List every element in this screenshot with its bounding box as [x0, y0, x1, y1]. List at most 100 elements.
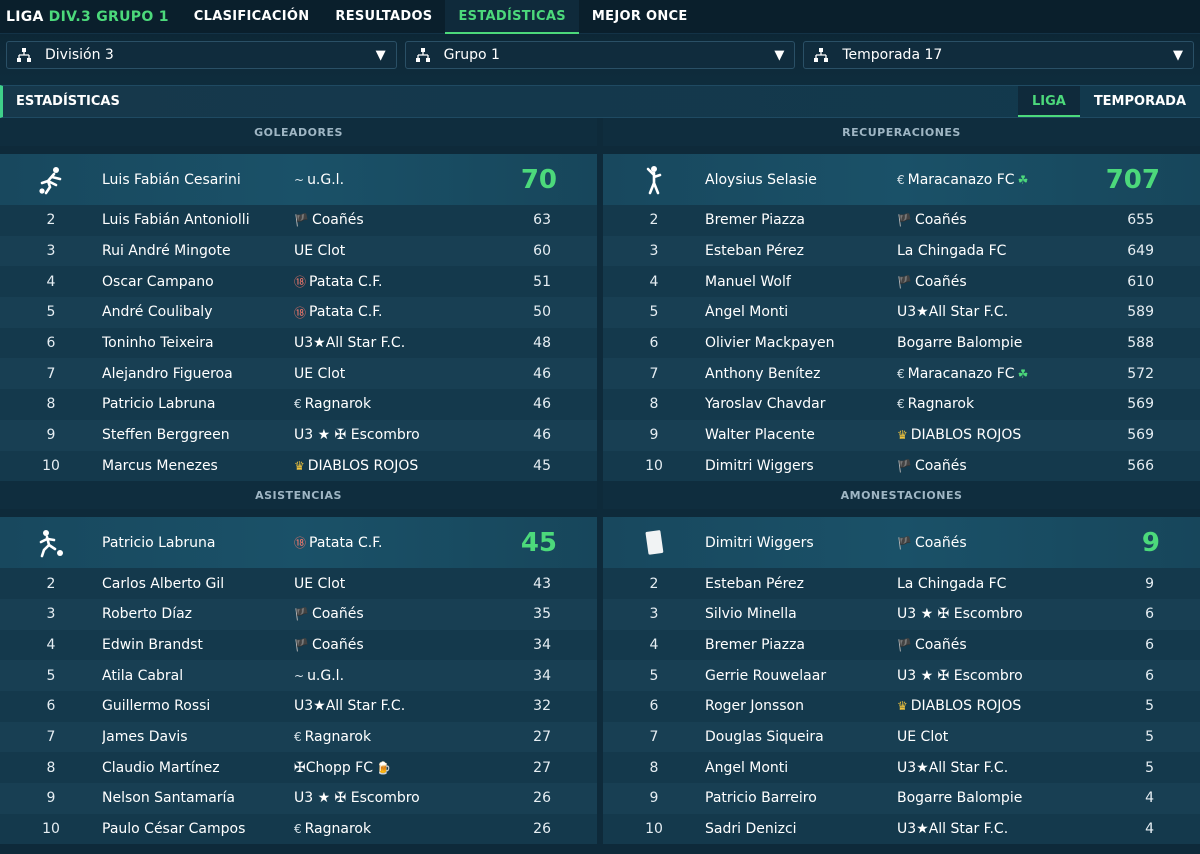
player-name[interactable]: Anthony Benítez: [705, 365, 821, 382]
player-name[interactable]: Patricio Labruna: [102, 396, 216, 413]
season-select[interactable]: Temporada 17 ▼: [803, 41, 1195, 69]
team-name[interactable]: UE Clot: [294, 575, 346, 592]
team-name[interactable]: U3 ★ ✠ Escombro: [294, 790, 420, 807]
player-name[interactable]: Paulo César Campos: [102, 821, 246, 838]
table-row[interactable]: 4 Edwin Brandst 🏴 Coañés 34: [0, 629, 597, 661]
team-name[interactable]: Coañés: [311, 636, 364, 653]
player-name[interactable]: Edwin Brandst: [102, 636, 203, 653]
team-name[interactable]: UE Clot: [294, 365, 346, 382]
table-row[interactable]: 6 Olivier Mackpayen Bogarre Balompie 588: [603, 327, 1200, 359]
table-row[interactable]: 8 Ángel Monti U3★All Star F.C. 5: [603, 752, 1200, 783]
table-row[interactable]: 10 Paulo César Campos € Ragnarok 26: [0, 813, 597, 845]
team-name[interactable]: ✠Chopp FC: [294, 759, 373, 776]
table-row[interactable]: 3 Silvio Minella U3 ★ ✠ Escombro 6: [603, 598, 1200, 630]
table-row[interactable]: 6 Guillermo Rossi U3★All Star F.C. 32: [0, 690, 597, 722]
tab-clasificacion[interactable]: CLASIFICACIÓN: [193, 9, 310, 24]
table-row[interactable]: 10 Sadri Denizci U3★All Star F.C. 4: [603, 813, 1200, 845]
player-name[interactable]: Esteban Pérez: [705, 243, 804, 260]
player-name[interactable]: Luis Fabián Antoniolli: [102, 212, 250, 229]
player-name[interactable]: Patricio Labruna: [102, 534, 216, 551]
player-name[interactable]: Esteban Pérez: [705, 575, 804, 592]
table-row[interactable]: 9 Walter Placente ♛ DIABLOS ROJOS 569: [603, 419, 1200, 451]
team-name[interactable]: Coañés: [311, 212, 364, 229]
player-name[interactable]: Carlos Alberto Gil: [102, 575, 225, 592]
player-name[interactable]: Dimitri Wiggers: [705, 457, 814, 474]
team-name[interactable]: U3★All Star F.C.: [294, 335, 406, 352]
table-row[interactable]: 2 Esteban Pérez La Chingada FC 9: [603, 568, 1200, 599]
team-name[interactable]: U3★All Star F.C.: [294, 698, 406, 715]
table-row[interactable]: 10 Dimitri Wiggers 🏴 Coañés 566: [603, 450, 1200, 482]
player-name[interactable]: Roger Jonsson: [705, 698, 804, 715]
player-name[interactable]: Bremer Piazza: [705, 212, 806, 229]
table-row[interactable]: 5 André Coulibaly ⑱ Patata C.F. 50: [0, 297, 597, 328]
player-name[interactable]: Dimitri Wiggers: [705, 534, 814, 551]
player-name[interactable]: Oscar Campano: [102, 273, 214, 290]
team-name[interactable]: U3★All Star F.C.: [897, 759, 1009, 776]
player-name[interactable]: Luis Fabián Cesarini: [102, 171, 241, 188]
player-name[interactable]: Ángel Monti: [705, 759, 789, 776]
table-row[interactable]: 9 Nelson Santamaría U3 ★ ✠ Escombro 26: [0, 783, 597, 814]
team-name[interactable]: Coañés: [914, 534, 967, 551]
player-name[interactable]: Rui André Mingote: [102, 243, 231, 260]
player-name[interactable]: Guillermo Rossi: [102, 698, 211, 715]
team-name[interactable]: La Chingada FC: [897, 575, 1007, 592]
player-name[interactable]: Silvio Minella: [705, 606, 797, 623]
team-name[interactable]: Patata C.F.: [309, 534, 383, 551]
table-row[interactable]: 2 Luis Fabián Antoniolli 🏴 Coañés 63: [0, 205, 597, 236]
table-row[interactable]: 8 Yaroslav Chavdar € Ragnarok 569: [603, 389, 1200, 420]
table-row[interactable]: 4 Bremer Piazza 🏴 Coañés 6: [603, 629, 1200, 661]
player-name[interactable]: Marcus Menezes: [102, 457, 218, 474]
leader-row[interactable]: Aloysius Selasie € Maracanazo FC ☘ 707: [603, 154, 1200, 205]
player-name[interactable]: André Coulibaly: [102, 304, 213, 321]
table-row[interactable]: 8 Patricio Labruna € Ragnarok 46: [0, 389, 597, 420]
table-row[interactable]: 7 Alejandro Figueroa UE Clot 46: [0, 358, 597, 390]
table-row[interactable]: 5 Ángel Monti U3★All Star F.C. 589: [603, 297, 1200, 328]
team-name[interactable]: DIABLOS ROJOS: [910, 427, 1022, 444]
team-name[interactable]: Maracanazo FC: [907, 365, 1015, 382]
table-row[interactable]: 2 Bremer Piazza 🏴 Coañés 655: [603, 205, 1200, 236]
table-row[interactable]: 10 Marcus Menezes ♛ DIABLOS ROJOS 45: [0, 450, 597, 482]
group-select[interactable]: Grupo 1 ▼: [404, 41, 796, 69]
team-name[interactable]: Patata C.F.: [309, 304, 383, 321]
team-name[interactable]: DIABLOS ROJOS: [307, 457, 419, 474]
team-name[interactable]: Patata C.F.: [309, 273, 383, 290]
team-name[interactable]: u.G.l.: [307, 667, 345, 684]
team-name[interactable]: Bogarre Balompie: [897, 790, 1023, 807]
team-name[interactable]: Ragnarok: [907, 396, 975, 413]
tab-resultados[interactable]: RESULTADOS: [335, 9, 433, 24]
team-name[interactable]: DIABLOS ROJOS: [910, 698, 1022, 715]
team-name[interactable]: Bogarre Balompie: [897, 335, 1023, 352]
player-name[interactable]: Patricio Barreiro: [705, 790, 817, 807]
team-name[interactable]: u.G.l.: [307, 171, 345, 188]
tab-temporada[interactable]: TEMPORADA: [1093, 94, 1186, 109]
player-name[interactable]: Gerrie Rouwelaar: [705, 667, 827, 684]
team-name[interactable]: Ragnarok: [304, 821, 372, 838]
team-name[interactable]: Coañés: [914, 273, 967, 290]
player-name[interactable]: Douglas Siqueira: [705, 728, 824, 745]
table-row[interactable]: 6 Roger Jonsson ♛ DIABLOS ROJOS 5: [603, 690, 1200, 722]
leader-row[interactable]: Patricio Labruna ⑱ Patata C.F. 45: [0, 517, 597, 569]
table-row[interactable]: 7 Anthony Benítez € Maracanazo FC ☘ 572: [603, 358, 1200, 390]
team-name[interactable]: Ragnarok: [304, 396, 372, 413]
team-name[interactable]: U3 ★ ✠ Escombro: [897, 606, 1023, 623]
team-name[interactable]: UE Clot: [897, 728, 949, 745]
team-name[interactable]: Maracanazo FC: [907, 171, 1015, 188]
player-name[interactable]: Walter Placente: [705, 427, 815, 444]
player-name[interactable]: Steffen Berggreen: [102, 427, 230, 444]
table-row[interactable]: 3 Esteban Pérez La Chingada FC 649: [603, 235, 1200, 267]
team-name[interactable]: U3 ★ ✠ Escombro: [294, 427, 420, 444]
player-name[interactable]: Toninho Teixeira: [102, 335, 214, 352]
table-row[interactable]: 3 Rui André Mingote UE Clot 60: [0, 235, 597, 267]
player-name[interactable]: Ángel Monti: [705, 304, 789, 321]
tab-estadisticas[interactable]: ESTADÍSTICAS: [445, 0, 580, 34]
team-name[interactable]: Coañés: [914, 636, 967, 653]
team-name[interactable]: Coañés: [914, 212, 967, 229]
team-name[interactable]: UE Clot: [294, 243, 346, 260]
tab-mejor-once[interactable]: MEJOR ONCE: [591, 9, 688, 24]
team-name[interactable]: Coañés: [914, 457, 967, 474]
player-name[interactable]: Olivier Mackpayen: [705, 335, 835, 352]
team-name[interactable]: Coañés: [311, 606, 364, 623]
team-name[interactable]: U3★All Star F.C.: [897, 821, 1009, 838]
player-name[interactable]: Sadri Denizci: [705, 821, 797, 838]
player-name[interactable]: Roberto Díaz: [102, 606, 193, 623]
